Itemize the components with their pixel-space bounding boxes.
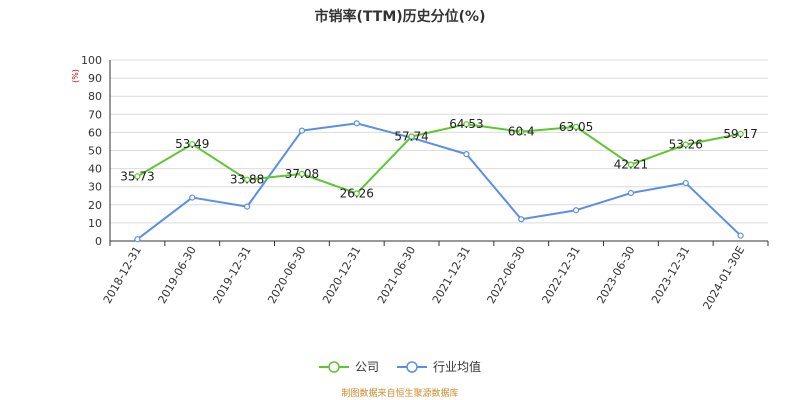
data-label: 57.74 [394, 129, 428, 143]
data-point [682, 141, 689, 148]
series-line [136, 123, 741, 195]
data-point [737, 232, 744, 239]
y-tick-label: 40 [88, 163, 102, 176]
y-tick-label: 70 [88, 108, 102, 121]
x-tick-label: 2022-12-31 [539, 244, 582, 306]
legend-swatch-industry [397, 360, 427, 373]
data-point [243, 203, 251, 210]
data-point [134, 236, 141, 243]
data-label: 35.73 [120, 169, 154, 183]
legend-label-industry: 行业均值 [433, 360, 482, 374]
data-point [572, 207, 580, 214]
legend: 公司 行业均值 [0, 358, 800, 375]
y-tick-label: 100 [81, 54, 102, 67]
data-label: 60.4 [508, 125, 535, 139]
data-point [353, 190, 360, 197]
data-label: 37.08 [285, 167, 319, 181]
y-tick-label: 60 [88, 126, 102, 139]
data-point [463, 151, 470, 158]
data-point [353, 120, 360, 127]
data-label: 33.88 [230, 173, 264, 187]
data-label: 42.21 [614, 158, 648, 172]
data-label: 26.26 [340, 186, 374, 200]
data-point [627, 189, 635, 197]
data-point [189, 194, 196, 201]
data-point [518, 216, 525, 223]
y-tick-label: 80 [88, 90, 102, 103]
x-tick-label: 2022-06-30 [485, 244, 528, 306]
y-tick-label: 10 [88, 217, 102, 230]
y-tick-label: 50 [88, 145, 102, 158]
x-tick-label: 2019-06-30 [156, 244, 199, 306]
y-tick-label: 90 [88, 72, 102, 85]
y-tick-label: 30 [88, 181, 102, 194]
legend-label-company: 公司 [354, 360, 379, 374]
legend-item-industry[interactable]: 行业均值 [397, 358, 481, 375]
series-line [136, 122, 742, 240]
y-axis-label: (%) [71, 69, 80, 83]
x-tick-label: 2021-06-30 [375, 244, 418, 306]
data-point [408, 133, 415, 140]
data-point [463, 121, 470, 128]
data-point [572, 123, 580, 130]
data-point [518, 128, 525, 135]
data-label: 59.17 [723, 127, 757, 141]
x-tick-label: 2020-12-31 [320, 244, 363, 306]
data-point [682, 179, 689, 187]
data-label: 53.49 [175, 137, 209, 151]
x-tick-label: 2018-12-31 [101, 244, 144, 306]
data-point [627, 161, 635, 168]
x-tick-label: 2021-12-31 [430, 244, 473, 306]
chart-title: 市销率(TTM)历史分位(%) [314, 9, 486, 25]
y-tick-label: 20 [88, 199, 102, 212]
data-label: 64.53 [449, 117, 483, 131]
data-point [134, 173, 141, 180]
legend-swatch-company [318, 360, 349, 373]
x-tick-label: 2023-12-31 [649, 244, 692, 306]
data-point [189, 141, 196, 148]
y-tick-label: 0 [95, 235, 102, 248]
data-label: 63.05 [559, 120, 593, 134]
x-tick-label: 2020-06-30 [265, 244, 308, 306]
source-footer: 制图数据来自恒生聚源数据库 [341, 389, 459, 399]
x-tick-label: 2019-12-31 [210, 244, 253, 306]
data-point [243, 176, 251, 183]
data-label: 53.26 [669, 138, 703, 152]
x-tick-label: 2023-06-30 [594, 244, 637, 306]
data-point [737, 130, 744, 138]
legend-item-company[interactable]: 公司 [318, 358, 379, 375]
data-point [298, 170, 306, 177]
data-point [298, 127, 306, 134]
x-tick-label: 2024-01-30E [700, 244, 747, 312]
